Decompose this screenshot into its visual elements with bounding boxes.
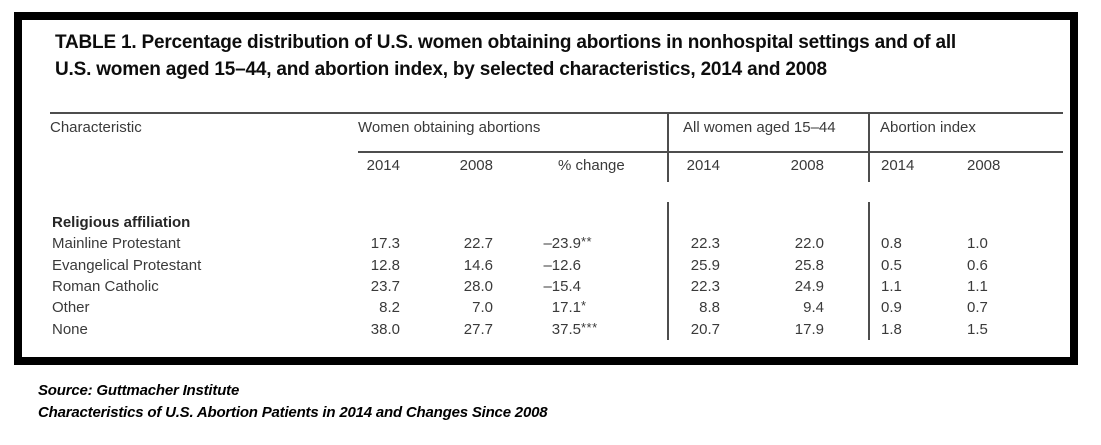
pct-change-value: –23.9 ** xyxy=(521,234,651,252)
row-label: Evangelical Protestant xyxy=(52,257,202,274)
woa-2014-value: 17.3 xyxy=(370,235,400,252)
header-women-obtaining-abortions: Women obtaining abortions xyxy=(358,119,541,136)
subheader-woa-2014: 2014 xyxy=(366,157,400,174)
table-row: Evangelical Protestant 12.8 14.6 –12.6 2… xyxy=(50,257,1063,278)
table-row: Mainline Protestant 17.3 22.7 –23.9 ** 22… xyxy=(50,234,1063,256)
table-title-line2: U.S. women aged 15–44, and abortion inde… xyxy=(55,58,827,80)
column-divider-2-top xyxy=(868,112,870,182)
pct-change-number: 17.1 xyxy=(551,299,581,316)
table-row: Roman Catholic 23.7 28.0 –15.4 22.3 24.9… xyxy=(50,278,1063,299)
significance-marker: ** xyxy=(581,234,593,249)
woa-2014-value: 23.7 xyxy=(370,278,400,295)
idx-2008-value: 1.1 xyxy=(967,278,988,295)
section-header: Religious affiliation xyxy=(52,214,191,231)
subheader-all-2008: 2008 xyxy=(790,157,824,174)
table-1-panel xyxy=(14,12,1078,365)
group-header-rule xyxy=(358,151,1063,153)
significance-marker: *** xyxy=(581,320,598,335)
pct-change-value: –12.6 xyxy=(521,257,651,274)
idx-2008-value: 0.6 xyxy=(967,257,988,274)
all-2014-value: 25.9 xyxy=(690,257,720,274)
table-title-line1: TABLE 1. Percentage distribution of U.S.… xyxy=(55,32,956,53)
idx-2014-value: 0.5 xyxy=(881,257,902,274)
all-2014-value: 8.8 xyxy=(699,299,720,316)
idx-2008-value: 1.5 xyxy=(967,321,988,338)
woa-2008-value: 7.0 xyxy=(472,299,493,316)
pct-change-number: –15.4 xyxy=(543,278,581,295)
woa-2008-value: 22.7 xyxy=(463,235,493,252)
header-characteristic: Characteristic xyxy=(50,119,142,136)
idx-2008-value: 0.7 xyxy=(967,299,988,316)
woa-2008-value: 27.7 xyxy=(463,321,493,338)
idx-2014-value: 0.8 xyxy=(881,235,902,252)
woa-2008-value: 14.6 xyxy=(463,257,493,274)
column-divider-1-bottom xyxy=(667,202,669,340)
table-row: Other 8.2 7.0 17.1 * 8.8 9.4 0.9 0.7 xyxy=(50,298,1063,320)
row-label: None xyxy=(52,321,88,338)
header-all-women-aged-15-44: All women aged 15–44 xyxy=(683,119,836,136)
woa-2014-value: 12.8 xyxy=(370,257,400,274)
pct-change-value: 37.5 *** xyxy=(521,320,651,338)
idx-2014-value: 1.1 xyxy=(881,278,902,295)
header-abortion-index: Abortion index xyxy=(880,119,976,136)
row-label: Roman Catholic xyxy=(52,278,159,295)
subheader-pct-change: % change xyxy=(558,157,625,174)
all-2008-value: 25.8 xyxy=(794,257,824,274)
source-line: Source: Guttmacher Institute xyxy=(38,382,240,399)
column-divider-2-bottom xyxy=(868,202,870,340)
source-publication-line: Characteristics of U.S. Abortion Patient… xyxy=(38,404,548,421)
row-label: Other xyxy=(52,299,90,316)
idx-2014-value: 0.9 xyxy=(881,299,902,316)
all-2014-value: 22.3 xyxy=(690,235,720,252)
idx-2014-value: 1.8 xyxy=(881,321,902,338)
subheader-idx-2014: 2014 xyxy=(881,157,915,174)
all-2014-value: 22.3 xyxy=(690,278,720,295)
all-2008-value: 17.9 xyxy=(794,321,824,338)
section-row-religious-affiliation: Religious affiliation xyxy=(50,214,1063,235)
all-2008-value: 24.9 xyxy=(794,278,824,295)
woa-2008-value: 28.0 xyxy=(463,278,493,295)
column-divider-1-top xyxy=(667,112,669,182)
table-row: None 38.0 27.7 37.5 *** 20.7 17.9 1.8 1.5 xyxy=(50,320,1063,342)
row-label: Mainline Protestant xyxy=(52,235,181,252)
all-2008-value: 22.0 xyxy=(794,235,824,252)
table-title: TABLE 1. Percentage distribution of U.S.… xyxy=(55,30,956,83)
woa-2014-value: 8.2 xyxy=(379,299,400,316)
idx-2008-value: 1.0 xyxy=(967,235,988,252)
pct-change-number: 37.5 xyxy=(551,321,581,338)
table-top-rule xyxy=(50,112,1063,114)
subheader-all-2014: 2014 xyxy=(686,157,720,174)
all-2014-value: 20.7 xyxy=(690,321,720,338)
pct-change-value: 17.1 * xyxy=(521,298,651,316)
pct-change-number: –23.9 xyxy=(543,235,581,252)
woa-2014-value: 38.0 xyxy=(370,321,400,338)
source-attribution: Source: Guttmacher Institute Characteris… xyxy=(38,380,548,424)
pct-change-number: –12.6 xyxy=(543,257,581,274)
significance-marker: * xyxy=(581,298,587,313)
subheader-idx-2008: 2008 xyxy=(967,157,1001,174)
subheader-woa-2008: 2008 xyxy=(459,157,493,174)
pct-change-value: –15.4 xyxy=(521,278,651,295)
all-2008-value: 9.4 xyxy=(803,299,824,316)
